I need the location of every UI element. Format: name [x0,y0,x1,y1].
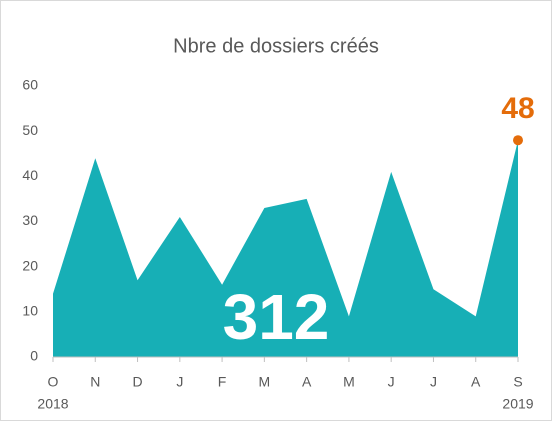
x-tick-label: F [218,374,227,390]
x-tick-label: N [90,374,100,390]
y-tick-label: 10 [22,303,38,319]
area [53,140,518,357]
year-label: 2018 [37,396,68,412]
x-tick-label: J [430,374,437,390]
x-tick-label: S [513,374,522,390]
year-label: 2019 [502,396,533,412]
x-tick-label: M [343,374,355,390]
x-tick-label: M [259,374,271,390]
x-tick-label: D [132,374,142,390]
total-label: 312 [223,281,330,353]
last-point [513,135,523,146]
chart-title: Nbre de dossiers créés [173,35,379,57]
y-tick-label: 60 [22,77,38,93]
y-tick-label: 0 [30,348,38,364]
x-tick-label: A [302,374,312,390]
y-tick-label: 20 [22,257,38,273]
y-tick-label: 30 [22,212,38,228]
x-tick-label: A [471,374,481,390]
last-value-label: 48 [501,92,534,125]
x-tick-label: J [388,374,395,390]
x-tick-label: J [176,374,183,390]
y-tick-label: 40 [22,167,38,183]
y-tick-label: 50 [22,122,38,138]
x-tick-label: O [48,374,59,390]
